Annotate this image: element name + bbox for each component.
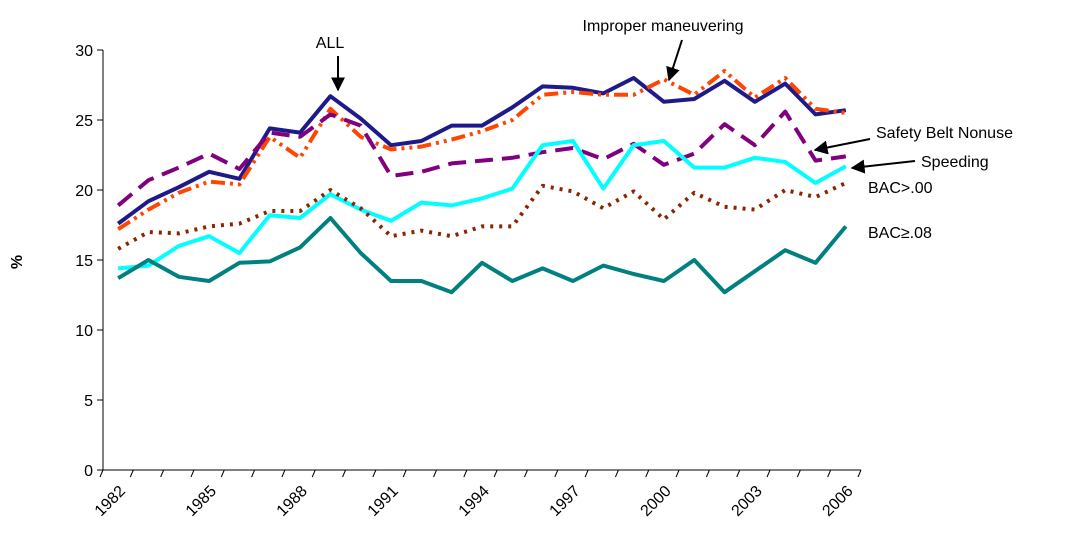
x-tick bbox=[433, 469, 437, 478]
series-line bbox=[117, 69, 847, 231]
x-tick-label: 1985 bbox=[183, 483, 220, 520]
series-line bbox=[117, 139, 847, 271]
x-tick bbox=[129, 469, 134, 478]
y-tick-label: 10 bbox=[75, 323, 93, 340]
series-line bbox=[117, 216, 848, 295]
x-tick-label: 2006 bbox=[819, 483, 856, 520]
x-tick bbox=[524, 469, 528, 478]
arrow bbox=[813, 138, 871, 155]
x-tick bbox=[736, 469, 741, 478]
y-tick-label: 25 bbox=[75, 113, 93, 130]
series-label: Speeding bbox=[921, 154, 989, 171]
x-tick bbox=[342, 469, 347, 478]
x-tick bbox=[372, 469, 377, 478]
x-tick bbox=[796, 469, 801, 478]
x-tick bbox=[645, 469, 650, 478]
x-tick bbox=[463, 469, 468, 478]
y-axis-label: % bbox=[9, 255, 26, 269]
x-tick-label: 1988 bbox=[274, 483, 311, 520]
x-tick bbox=[705, 469, 710, 478]
series-line bbox=[117, 181, 847, 251]
x-tick-label: 1997 bbox=[547, 483, 584, 520]
y-tick-label: 15 bbox=[75, 253, 93, 270]
arrow bbox=[666, 39, 683, 82]
x-tick-label: 2000 bbox=[638, 483, 675, 520]
series-label: BAC>.00 bbox=[868, 180, 933, 197]
x-tick bbox=[493, 469, 498, 478]
series-line bbox=[116, 76, 847, 226]
x-tick-label: 2003 bbox=[729, 483, 766, 520]
series-label: Improper maneuvering bbox=[583, 18, 744, 35]
x-tick bbox=[584, 469, 589, 478]
x-tick bbox=[220, 469, 225, 478]
x-tick bbox=[99, 469, 104, 478]
x-tick bbox=[766, 469, 771, 478]
series-label: ALL bbox=[316, 35, 345, 52]
x-tick bbox=[614, 469, 619, 478]
x-tick bbox=[675, 469, 680, 478]
arrow bbox=[850, 159, 916, 174]
x-tick bbox=[190, 469, 195, 478]
x-tick bbox=[857, 469, 862, 478]
y-tick-label: 20 bbox=[75, 183, 93, 200]
series-label: Safety Belt Nonuse bbox=[876, 125, 1013, 142]
y-tick-label: 0 bbox=[84, 463, 93, 480]
x-tick-label: 1991 bbox=[365, 483, 402, 520]
series-line bbox=[116, 109, 847, 207]
x-tick-label: 1982 bbox=[92, 483, 129, 520]
x-tick bbox=[554, 469, 559, 478]
x-tick bbox=[251, 469, 256, 478]
y-tick-label: 30 bbox=[75, 43, 93, 60]
y-tick-label: 5 bbox=[84, 393, 93, 410]
series-label: BAC≥.08 bbox=[868, 225, 932, 242]
x-tick bbox=[311, 469, 316, 478]
x-tick bbox=[827, 469, 832, 478]
x-tick bbox=[281, 469, 286, 478]
annotation-arrows bbox=[331, 39, 916, 174]
x-tick bbox=[160, 469, 165, 478]
x-tick-label: 1994 bbox=[456, 483, 493, 520]
x-tick bbox=[402, 469, 407, 478]
